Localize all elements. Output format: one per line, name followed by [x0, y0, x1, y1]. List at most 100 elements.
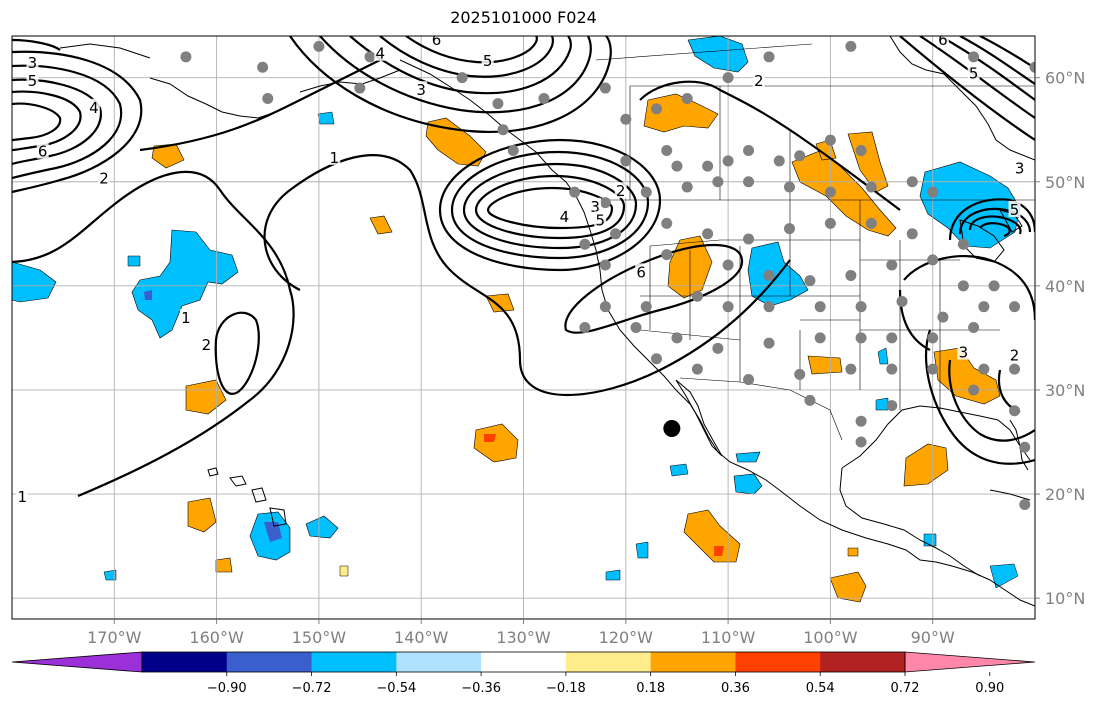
- anomaly-orange-central-pacific: [473, 423, 519, 463]
- station-dot: [927, 254, 939, 266]
- station-dot: [968, 322, 980, 333]
- station-dot: [691, 290, 703, 302]
- station-dot: [804, 275, 816, 287]
- station-dot: [671, 160, 683, 172]
- station-dot: [1009, 405, 1021, 417]
- station-dot: [712, 342, 724, 354]
- station-dot: [1009, 363, 1021, 375]
- station-dot: [824, 217, 836, 229]
- contour-label-bg: [98, 169, 111, 186]
- station-dot: [845, 40, 857, 52]
- station-dot: [814, 332, 826, 344]
- station-dot: [886, 259, 898, 271]
- station-dot: [814, 301, 826, 313]
- longitude-ticks: 170°W 160°W 150°W 140°W 130°W 120°W 110°W 100°W…: [87, 619, 955, 647]
- station-dot: [599, 82, 611, 94]
- station-dot: [855, 332, 867, 344]
- colorbar-swatch: [650, 652, 736, 672]
- colorbar-swatch: [142, 652, 228, 672]
- anomaly-blue-small-9: [923, 533, 937, 547]
- station-dot: [957, 280, 969, 292]
- colorbar-tick-label: −0.72: [292, 681, 332, 696]
- anomaly-blue-hawaii-north: [131, 229, 239, 339]
- anomaly-orange-caribbean: [829, 571, 867, 603]
- station-dot: [579, 322, 591, 333]
- station-dot: [886, 363, 898, 375]
- station-dot: [865, 217, 877, 229]
- contour-label: 2: [616, 182, 626, 200]
- anomaly-blue-small-2: [103, 569, 117, 581]
- station-dot: [497, 124, 509, 136]
- political-borders: [595, 43, 1035, 441]
- lat-tick-label: 40°N: [1045, 277, 1085, 296]
- station-dot: [610, 228, 622, 240]
- anomaly-shading: [12, 36, 1021, 603]
- contour-label-bg: [26, 54, 39, 71]
- station-dot: [794, 368, 806, 380]
- station-dot: [180, 51, 192, 63]
- contour-label-bg: [415, 81, 428, 98]
- station-dot: [1019, 441, 1031, 453]
- station-dot: [313, 40, 325, 52]
- colorbar-tick-label: 0.72: [891, 681, 920, 696]
- station-dot: [599, 259, 611, 271]
- lat-tick-label: 60°N: [1045, 69, 1085, 88]
- station-dot: [681, 181, 693, 193]
- station-dot: [927, 363, 939, 375]
- colorbar-tick-label: 0.90: [975, 681, 1004, 696]
- contour-label-bg: [1008, 346, 1021, 363]
- station-dot: [763, 269, 775, 281]
- colorbar-swatch: [735, 652, 821, 672]
- contour-label-bg: [374, 44, 387, 61]
- station-dot: [743, 374, 755, 386]
- station-dot: [896, 295, 908, 307]
- station-dot: [855, 436, 867, 448]
- station-dot: [492, 98, 504, 110]
- station-dot: [620, 155, 632, 167]
- station-dot: [569, 186, 581, 198]
- station-dot: [886, 400, 898, 412]
- anomaly-orange-west-coast: [485, 293, 515, 313]
- station-dot: [743, 145, 755, 157]
- station-dot: [763, 301, 775, 313]
- station-dot: [937, 311, 949, 323]
- station-dot: [456, 72, 468, 84]
- anomaly-blue-baja-1: [733, 473, 763, 495]
- contour-label: 4: [89, 99, 99, 117]
- colorbar-tick-label: 0.36: [721, 681, 750, 696]
- station-dot: [773, 155, 785, 167]
- anomaly-blue-west-edge: [12, 261, 57, 303]
- station-dot: [927, 186, 939, 198]
- station-dot: [845, 363, 857, 375]
- anomaly-darkblue-hawaii-north: [144, 290, 152, 300]
- contour-label-bg: [967, 64, 980, 81]
- station-dot: [824, 134, 836, 146]
- station-dot: [855, 145, 867, 157]
- lon-tick-label: 120°W: [599, 628, 654, 647]
- contour-label-bg: [752, 71, 765, 88]
- highlight-point-marker: [663, 419, 681, 437]
- colorbar-extend-high: [904, 651, 1036, 673]
- contour-label: 2: [99, 170, 109, 188]
- station-dot: [599, 301, 611, 313]
- anomaly-orange-gulf: [903, 443, 949, 487]
- contour-label-bg: [936, 36, 949, 48]
- highlight-dot: [663, 419, 681, 437]
- station-dot: [906, 176, 918, 188]
- lon-tick-label: 110°W: [701, 628, 756, 647]
- station-dot: [978, 301, 990, 313]
- contour-label-bg: [87, 98, 100, 115]
- anomaly-orange-gulf-alaska: [425, 117, 487, 167]
- contour-label-bg: [957, 343, 970, 360]
- lon-tick-label: 170°W: [87, 628, 142, 647]
- contour-label: 5: [1010, 201, 1020, 219]
- station-dot: [968, 384, 980, 396]
- contour-label: 6: [38, 143, 48, 161]
- station-dot: [354, 82, 366, 94]
- contour-label-bg: [16, 488, 29, 505]
- station-dot: [722, 301, 734, 313]
- anomaly-blue-small-5: [605, 569, 621, 581]
- contour-label: 1: [17, 488, 27, 506]
- colorbar-tick-label: 0.18: [636, 681, 665, 696]
